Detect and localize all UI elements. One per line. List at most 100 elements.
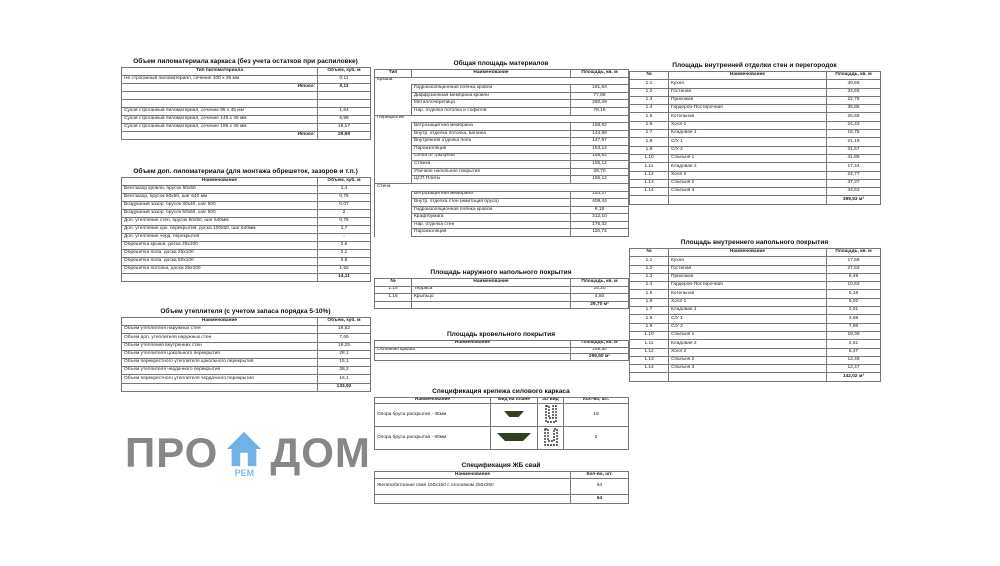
group-spacer	[374, 153, 412, 161]
name-cell: Итого:	[121, 83, 318, 92]
header-row: Тип пиломатериала Объем, куб. м	[121, 67, 371, 76]
item-name: Нар. отделка потолка и софитов	[411, 106, 571, 116]
table-row: Доп. утепление черд. перекрытия -	[121, 233, 371, 242]
header-row: Тип Наименование Площадь, кв. м	[374, 69, 629, 78]
watermark-logo: ПРО РЕМ ДОМ	[125, 430, 371, 479]
table-outdoor-floor: Площадь наружного напольного покрытия № На…	[374, 268, 629, 310]
name-cell	[411, 300, 571, 310]
name-cell: 1.5	[629, 289, 669, 299]
value-cell: 19,52	[317, 325, 371, 335]
table-row: 1.12 Холл 2 6,47	[629, 347, 881, 357]
name-cell: 1.4	[629, 281, 669, 291]
table-row: 1.3 Прихожая 22,78	[629, 95, 881, 106]
table-row: Опора бруса раскрытая - 45мм 18	[374, 403, 629, 427]
total-row: Итого: 0,11	[121, 83, 371, 92]
name-cell: 1.2	[629, 87, 669, 97]
name-cell: Объем утеплителя цокольного перекрытия	[121, 349, 318, 359]
group-type: Крыша	[374, 76, 629, 85]
item-name: ЦСП Плиты	[411, 175, 571, 184]
item-value: 153,14	[570, 144, 629, 154]
table-row: 1.12 Холл 2 24,77	[629, 170, 881, 180]
table-wall-finish: Площадь внутренней отделки стен и перего…	[629, 61, 881, 205]
table-row: Обрешетка пола, доска 25х100 2,1	[121, 249, 371, 258]
table-lumber-frame: Объем пиломатериала каркаса (без учета о…	[121, 57, 371, 140]
table-row	[121, 91, 371, 100]
table-row: Вентзазор, брусок 50х50, шаг 640 мм 0,76	[121, 193, 371, 202]
table-insulation: Объем утеплителя (с учетом запаса порядк…	[121, 307, 371, 392]
name-cell: Объем утеплителя чердачного перекрытия	[121, 366, 318, 376]
value-cell: 19,39	[826, 330, 881, 341]
name-cell: Объем утепления внутренних стен	[121, 341, 318, 351]
table-piles: Спецификация ЖБ свай Наименование Кол-во, …	[374, 461, 629, 504]
value-cell: 4,50	[570, 293, 629, 302]
plan-view-cell	[490, 403, 538, 427]
column-header: Наименование	[121, 177, 318, 186]
name-cell: Холл 1	[668, 297, 827, 308]
name-cell: Спальня 1	[668, 153, 827, 164]
group-spacer	[374, 122, 412, 131]
table-row: 1.5 Котельная 6,18	[629, 289, 881, 299]
table-fasteners: Спецификация крепежа силового каркаса Наи…	[374, 387, 629, 450]
group-spacer	[374, 160, 412, 169]
name-cell: С/У 2	[668, 322, 827, 332]
value-cell: 2,6	[317, 241, 371, 250]
name-cell: Не строганный пиломатериал, сечение 100 …	[121, 75, 318, 84]
name-cell: Холл 2	[668, 170, 827, 180]
table-title: Объем пиломатериала каркаса (без учета о…	[133, 58, 358, 65]
value-cell: 0,76	[317, 217, 371, 226]
value-cell: 1,92	[317, 265, 371, 274]
name-cell: Сухой строганный пиломатериал, сечение 1…	[121, 115, 318, 124]
name-cell: Крыльцо	[411, 293, 571, 302]
value-cell: 21,19	[826, 137, 881, 147]
value-cell: 35,85	[826, 104, 881, 114]
name-cell	[121, 99, 318, 108]
table-row: 1.4 Гардероб-Постирочная 10,63	[629, 281, 881, 291]
table-row: 1.6 Холл 1 24,43	[629, 120, 881, 131]
group-spacer	[374, 228, 412, 237]
item-name: Уличное напольное покрытие	[411, 167, 571, 177]
total-row: 29,70 м²	[374, 300, 629, 310]
group-spacer	[374, 221, 412, 229]
value-cell: 41,88	[826, 153, 881, 164]
item-value: 168,92	[570, 152, 629, 162]
name-cell: Кладовая 2	[668, 339, 827, 349]
name-cell: Сухой строганный пиломатериал, сечение 1…	[121, 123, 318, 132]
table-row: 1.4 Гардероб-Постирочная 35,85	[629, 104, 881, 114]
value-cell: 37,37	[826, 178, 881, 189]
name-cell: 1.11	[629, 339, 669, 349]
item-name: Металлочерепица	[411, 99, 571, 108]
group-row: Стена	[374, 182, 629, 191]
name-cell: Объем утеплителя наружных стен	[121, 325, 318, 335]
item-value: 116,73	[570, 228, 629, 238]
table-row: Воздушный зазор, брусок 30х40, шаг 500 0,…	[121, 201, 371, 210]
item-name: Пароизоляция	[411, 144, 571, 154]
header-row: Наименование Кол-во, шт.	[374, 471, 629, 479]
name-cell: 1.6	[629, 297, 669, 308]
group-spacer	[374, 198, 412, 207]
name-cell: 1.9	[629, 322, 669, 332]
name-cell: Воздушный зазор, брусок 30х40, шаг 500	[121, 201, 318, 210]
value-cell: 2	[563, 426, 629, 450]
group-spacer	[374, 175, 412, 184]
name-cell: Гардероб-Постирочная	[668, 281, 827, 291]
bracket-3d-90-icon	[543, 427, 558, 446]
data-table: Наименование Объем, куб. м Вентзазор кровл…	[121, 177, 371, 282]
table-row: 1.8 С/У 1 21,19	[629, 137, 881, 147]
value-cell: 64	[570, 494, 629, 504]
name-cell: Прихожая	[668, 95, 827, 106]
table-row: Ветрозащитная мембрана 168,92	[374, 122, 629, 131]
name-cell	[374, 494, 571, 504]
table-row: 1.5 Котельная 25,65	[629, 112, 881, 122]
total-row: 142,02 м²	[629, 372, 881, 382]
table-row: ЦСП Плиты 155,12	[374, 175, 629, 184]
name-cell: Терраса	[411, 285, 571, 295]
name-cell: Гостиная	[668, 87, 827, 97]
value-cell: 1,7	[317, 225, 371, 234]
table-row: Внутр. отделка потолка, вагонка 144,99	[374, 129, 629, 139]
item-value: 29,70	[570, 167, 629, 177]
item-name: Ветрозащитная мембрана	[411, 122, 571, 131]
table-row: Пароизоляция 116,73	[374, 228, 629, 238]
name-cell: Доп. утепление черд. перекрытия	[121, 233, 318, 242]
table-row: Обрешетка крыши, доска 25х100 2,6	[121, 241, 371, 250]
header-row: Наименование Объем, куб. м	[121, 177, 371, 186]
